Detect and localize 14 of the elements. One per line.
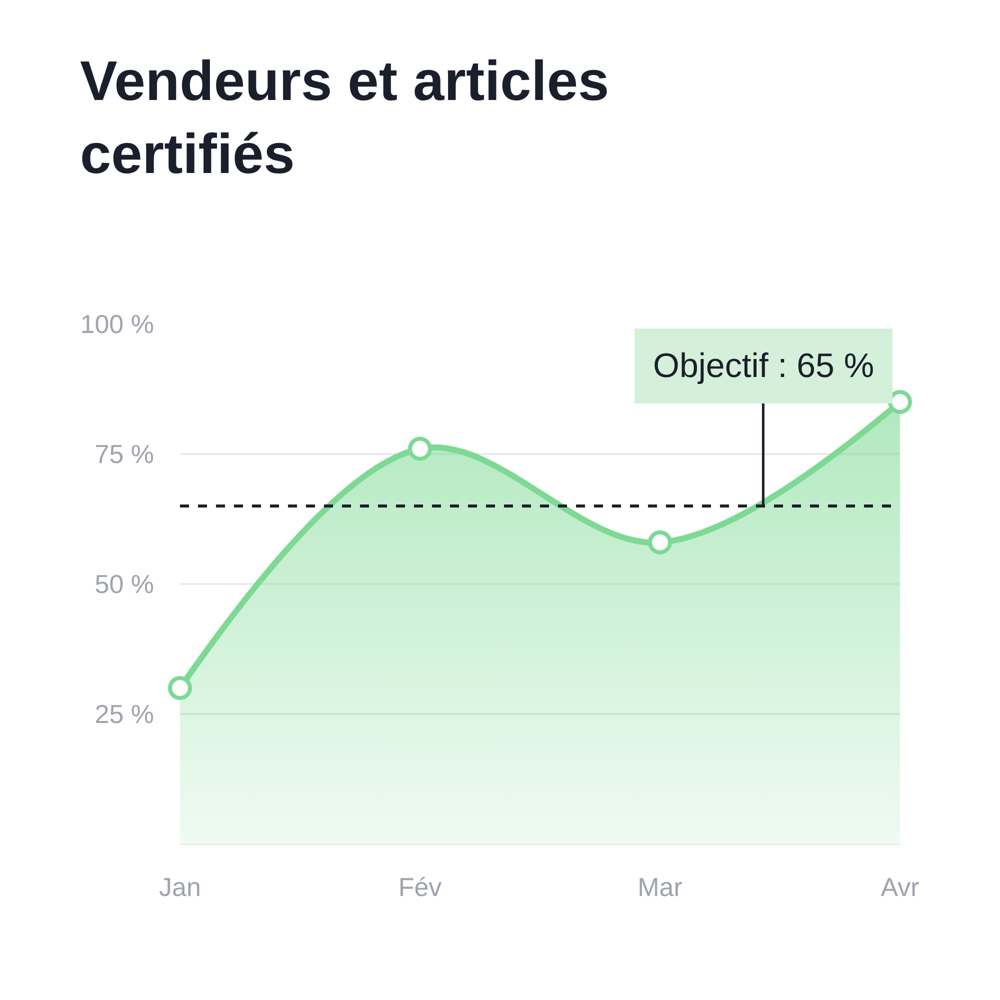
x-tick-label: Jan bbox=[159, 872, 201, 902]
point bbox=[168, 676, 192, 700]
chart-title: Vendeurs et articles certifiés bbox=[80, 49, 610, 185]
y-tick-label: 25 % bbox=[94, 699, 154, 730]
point bbox=[408, 436, 432, 461]
ref-line-label: Objectif : 65 % bbox=[653, 347, 874, 385]
x-tick-label: Mar bbox=[638, 872, 683, 902]
y-tick-label: 100 % bbox=[80, 309, 154, 340]
x-tick-label: Fév bbox=[398, 872, 442, 902]
point bbox=[648, 530, 672, 554]
y-tick-label: 50 % bbox=[94, 569, 154, 600]
y-tick-label: 75 % bbox=[94, 439, 154, 470]
x-tick-label: Avr bbox=[880, 872, 920, 902]
point bbox=[888, 390, 912, 414]
